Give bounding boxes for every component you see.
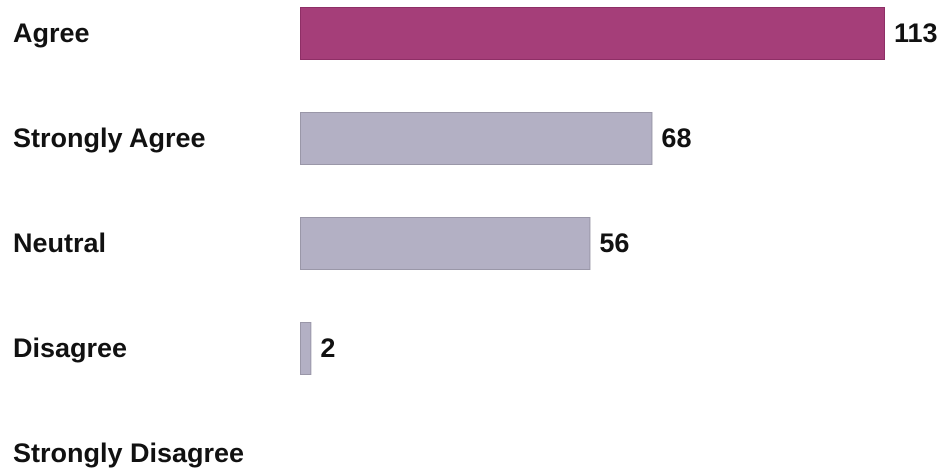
value-label: 68 xyxy=(661,123,691,153)
bar xyxy=(300,217,591,270)
bar xyxy=(300,7,885,60)
category-label: Disagree xyxy=(13,333,127,363)
value-label: 2 xyxy=(320,333,335,363)
category-label: Strongly Disagree xyxy=(13,438,244,468)
value-label: 113 xyxy=(894,18,938,48)
bar xyxy=(300,322,312,375)
bar xyxy=(300,112,653,165)
category-label: Neutral xyxy=(13,228,106,258)
value-label: 56 xyxy=(599,228,629,258)
category-label: Agree xyxy=(13,18,90,48)
category-label: Strongly Agree xyxy=(13,123,206,153)
